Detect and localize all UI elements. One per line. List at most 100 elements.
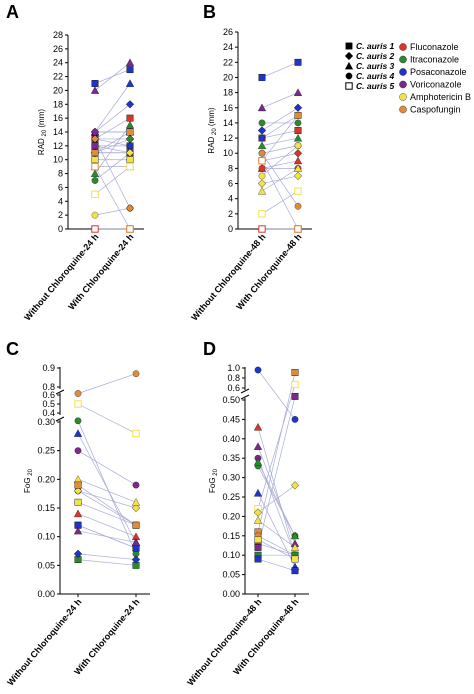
pair-link <box>77 479 137 503</box>
point-before <box>91 211 99 219</box>
legend-drug-label: Amphotericin B <box>410 92 471 102</box>
y-axis-label: RAD 20 (mm) <box>207 107 218 153</box>
point-after <box>132 370 140 378</box>
point-after <box>293 133 303 142</box>
point-before <box>258 149 266 157</box>
legend-strain-label: C. auris 3 <box>356 61 395 71</box>
point-before <box>90 169 100 177</box>
pair-link <box>261 153 299 207</box>
pair-link <box>257 485 296 513</box>
y-tick-label: 0.00 <box>222 589 240 599</box>
panel-letter: C <box>6 339 19 359</box>
y-tick-label: 4 <box>58 196 63 206</box>
point-after <box>294 58 302 66</box>
y-axis-label-main: FoG <box>208 477 217 493</box>
y-axis-label: RAD 20 (mm) <box>37 109 48 155</box>
y-axis-label-sub: 20 <box>213 468 219 477</box>
legend-drug-marker <box>399 93 407 101</box>
point-after <box>294 111 302 119</box>
pair-link <box>261 160 299 230</box>
y-tick-label: 24 <box>223 42 233 52</box>
point-after <box>131 538 141 546</box>
y-tick-label: 6 <box>228 179 233 189</box>
y-axis-label: FoG 20 <box>23 468 34 493</box>
pair-link <box>257 535 296 556</box>
pair-link <box>257 558 296 572</box>
point-before <box>91 162 99 171</box>
y-tick-label: 8 <box>58 169 63 179</box>
y-tick-label: 0.6 <box>227 383 240 393</box>
point-before <box>253 457 263 466</box>
pair-link <box>94 62 131 91</box>
point-after <box>125 79 135 87</box>
legend-drug-marker <box>399 105 407 114</box>
pair-link <box>94 104 131 133</box>
y-axis-label-sub: 20 <box>212 128 218 137</box>
y-axis-label-unit: (mm) <box>207 107 216 128</box>
point-before <box>73 509 83 518</box>
y-tick-label: 0.40 <box>222 434 240 444</box>
y-tick-label: 26 <box>223 27 233 37</box>
axis-break-mark <box>55 416 65 422</box>
y-tick-label: 0.4 <box>42 408 55 418</box>
y-tick-label: 20 <box>53 85 63 95</box>
y-tick-label: 14 <box>53 127 63 137</box>
point-before <box>257 186 267 195</box>
pair-link <box>77 490 137 526</box>
point-after <box>291 380 299 389</box>
point-after <box>294 225 302 233</box>
point-after <box>126 142 134 150</box>
pair-link <box>77 484 137 526</box>
axis-break-mark <box>55 389 65 395</box>
y-tick-label: 0.6 <box>42 390 55 400</box>
point-after <box>291 567 299 575</box>
point-before <box>254 366 262 374</box>
point-before <box>253 423 263 431</box>
pair-link <box>257 539 296 560</box>
point-after <box>125 134 135 144</box>
y-tick-label: 28 <box>53 30 63 40</box>
y-tick-label: 0.20 <box>222 511 240 521</box>
y-axis-label-main: RAD <box>37 138 46 155</box>
point-before <box>258 157 266 165</box>
point-after <box>125 100 135 109</box>
point-after <box>132 544 140 552</box>
point-after <box>293 164 303 172</box>
point-after <box>132 481 140 489</box>
y-tick-label: 16 <box>53 113 63 123</box>
point-after <box>291 393 299 400</box>
y-tick-label: 4 <box>228 194 233 204</box>
pair-link <box>94 166 131 195</box>
legend-drug-marker <box>399 80 407 89</box>
y-axis-label-sub: 20 <box>42 129 48 138</box>
pair-link <box>77 490 137 509</box>
y-axis-label-main: FoG <box>23 477 32 493</box>
y-tick-label: 0.25 <box>222 492 240 502</box>
point-before <box>253 442 263 450</box>
legend-strain-label: C. auris 4 <box>356 71 395 81</box>
pair-link <box>94 166 131 230</box>
point-after <box>126 66 134 74</box>
point-before <box>253 488 263 497</box>
legend-drug-label: Posaconazole <box>410 67 467 77</box>
point-before <box>74 481 82 489</box>
y-tick-label: 0.45 <box>222 414 240 424</box>
point-before <box>90 86 100 94</box>
x-category-label: Without Chloroquine-48 h <box>189 232 267 323</box>
pair-link <box>261 190 299 215</box>
point-after <box>290 543 300 551</box>
pair-link <box>77 530 137 543</box>
point-before <box>91 177 99 184</box>
point-before <box>73 526 83 535</box>
point-before <box>258 165 266 172</box>
y-tick-label: 10 <box>53 155 63 165</box>
y-tick-label: 0.30 <box>222 473 240 483</box>
pair-link <box>77 501 137 526</box>
legend-strain-marker <box>345 72 353 80</box>
point-before <box>258 119 266 127</box>
pair-link <box>261 152 299 162</box>
axis-break-mark <box>240 394 250 400</box>
legend-strain-marker <box>344 61 354 70</box>
